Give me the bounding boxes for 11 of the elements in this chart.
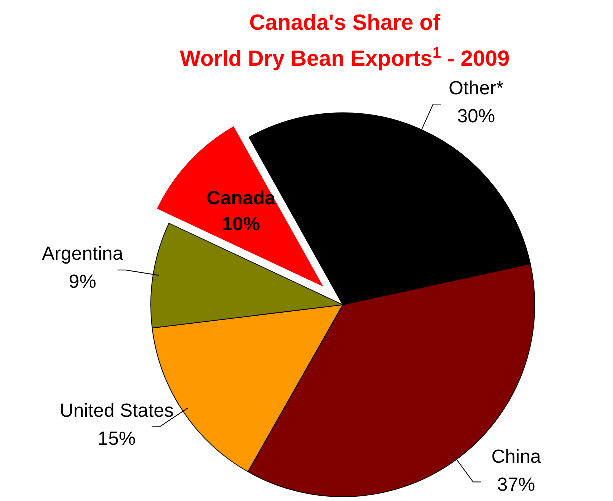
slice-label: Other* <box>448 78 504 100</box>
data-label: 10% <box>222 214 260 236</box>
data-label: 9% <box>69 272 97 294</box>
data-label: 15% <box>98 428 136 450</box>
slice-label: China <box>492 447 542 468</box>
chart-title: Canada's Share of World Dry Bean Exports$^{1}$ - 2009 <box>180 10 510 71</box>
slice-label: United States <box>60 400 174 422</box>
slice-label: Canada <box>206 188 276 210</box>
data-label: 37% <box>497 475 536 496</box>
data-label: 30% <box>457 106 496 128</box>
slice-label: Argentina <box>42 244 124 266</box>
